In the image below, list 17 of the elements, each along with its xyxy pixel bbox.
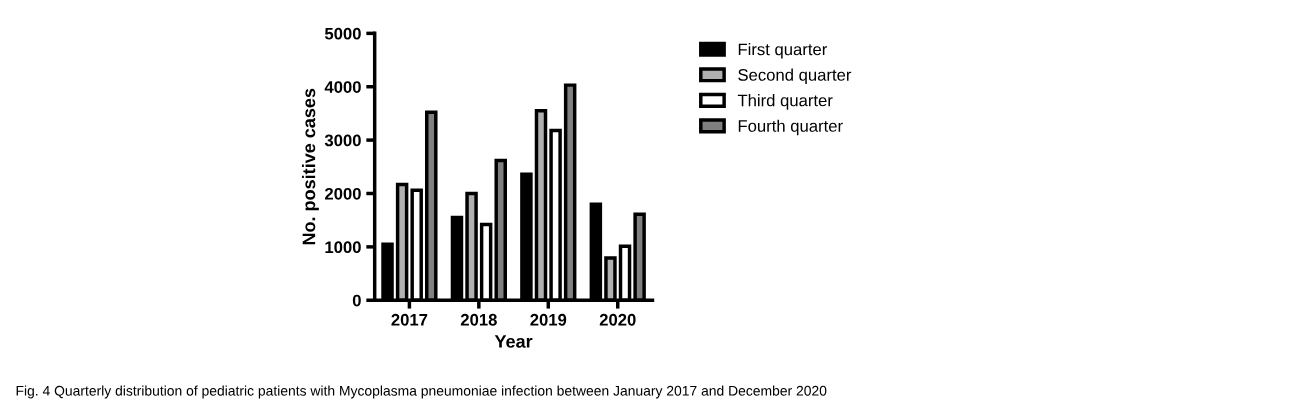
x-tick-label: 2018 [460, 313, 497, 326]
y-tick-label: 2000 [324, 187, 361, 200]
y-tick-label: 4000 [324, 81, 361, 93]
legend-label: First quarter [738, 43, 828, 59]
y-tick-label: 1000 [325, 241, 361, 254]
legend-label: Fourth quarter [738, 119, 843, 136]
x-tick-label: 2020 [599, 313, 636, 326]
x-tick-label: 2017 [391, 313, 428, 326]
x-tick-label: 2019 [530, 313, 567, 326]
legend-label: Third quarter [737, 94, 833, 110]
legend-label: Second quarter [738, 68, 852, 85]
y-tick-label: 0 [352, 294, 361, 307]
x-axis-title: Year [494, 335, 533, 348]
y-axis-title: No. positive cases [302, 88, 319, 245]
y-tick-label: 3000 [324, 134, 361, 147]
caption: Fig. 4 Quarterly distribution of pediatric patients with Mycoplasma pneumoniae infection between January 2017 and December 2020 [16, 385, 827, 399]
y-tick-label: 5000 [324, 27, 361, 40]
